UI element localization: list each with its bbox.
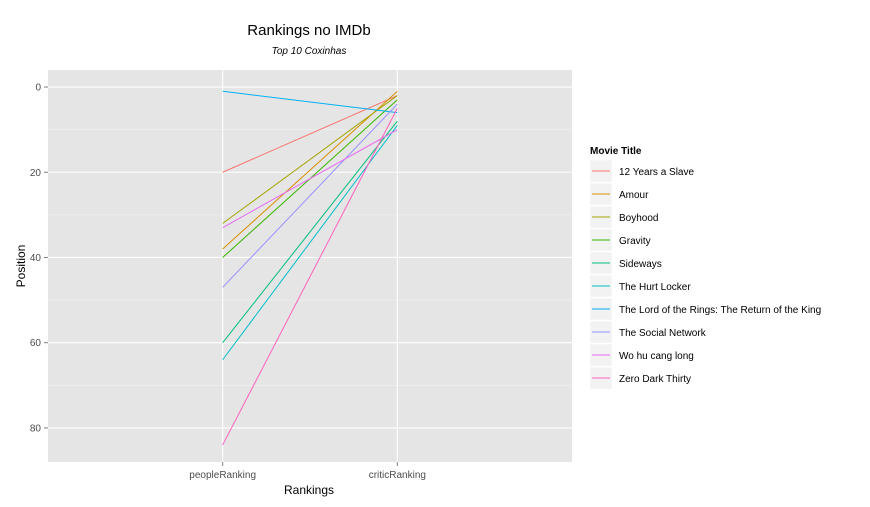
legend-label: Sideways bbox=[619, 259, 662, 270]
series-line bbox=[222, 90, 398, 250]
x-axis-title: Rankings bbox=[284, 483, 334, 497]
legend-label: Zero Dark Thirty bbox=[619, 374, 691, 385]
series-line bbox=[222, 90, 398, 114]
series-line bbox=[222, 120, 398, 344]
plot-panel bbox=[48, 70, 572, 462]
y-tick-label: 60 bbox=[30, 338, 42, 349]
y-axis-title: Position bbox=[14, 245, 28, 288]
x-axis: peopleRanking criticRanking bbox=[189, 462, 426, 481]
legend-label: Boyhood bbox=[619, 213, 658, 224]
grid-major bbox=[48, 70, 572, 462]
series-line bbox=[222, 103, 398, 288]
y-tick-label: 20 bbox=[30, 168, 42, 179]
chart-title: Rankings no IMDb bbox=[247, 22, 370, 39]
grid-minor bbox=[48, 129, 572, 386]
x-tick-label: criticRanking bbox=[369, 470, 426, 481]
series-line bbox=[222, 108, 398, 446]
legend-label: Wo hu cang long bbox=[619, 351, 694, 362]
y-tick-label: 40 bbox=[30, 253, 42, 264]
legend-label: Amour bbox=[619, 190, 649, 201]
y-tick-label: 80 bbox=[30, 423, 42, 434]
y-tick-label: 0 bbox=[35, 83, 41, 94]
legend: Movie Title 12 Years a Slave Amour Boyhood… bbox=[589, 146, 821, 390]
series-line bbox=[222, 95, 398, 173]
legend-label: The Social Network bbox=[619, 328, 707, 339]
x-tick-label: peopleRanking bbox=[189, 470, 256, 481]
series-lines bbox=[222, 90, 398, 446]
legend-label: Gravity bbox=[619, 236, 651, 247]
legend-label: The Lord of the Rings: The Return of the… bbox=[619, 305, 821, 316]
legend-label: The Hurt Locker bbox=[619, 282, 691, 293]
y-axis: 0 20 40 60 80 bbox=[30, 83, 48, 434]
chart-subtitle: Top 10 Coxinhas bbox=[272, 46, 347, 57]
legend-label: 12 Years a Slave bbox=[619, 167, 694, 178]
legend-title: Movie Title bbox=[590, 146, 642, 157]
series-line bbox=[222, 129, 398, 229]
series-line bbox=[222, 95, 398, 224]
legend-items: 12 Years a Slave Amour Boyhood Gravity Sidew… bbox=[589, 159, 821, 390]
